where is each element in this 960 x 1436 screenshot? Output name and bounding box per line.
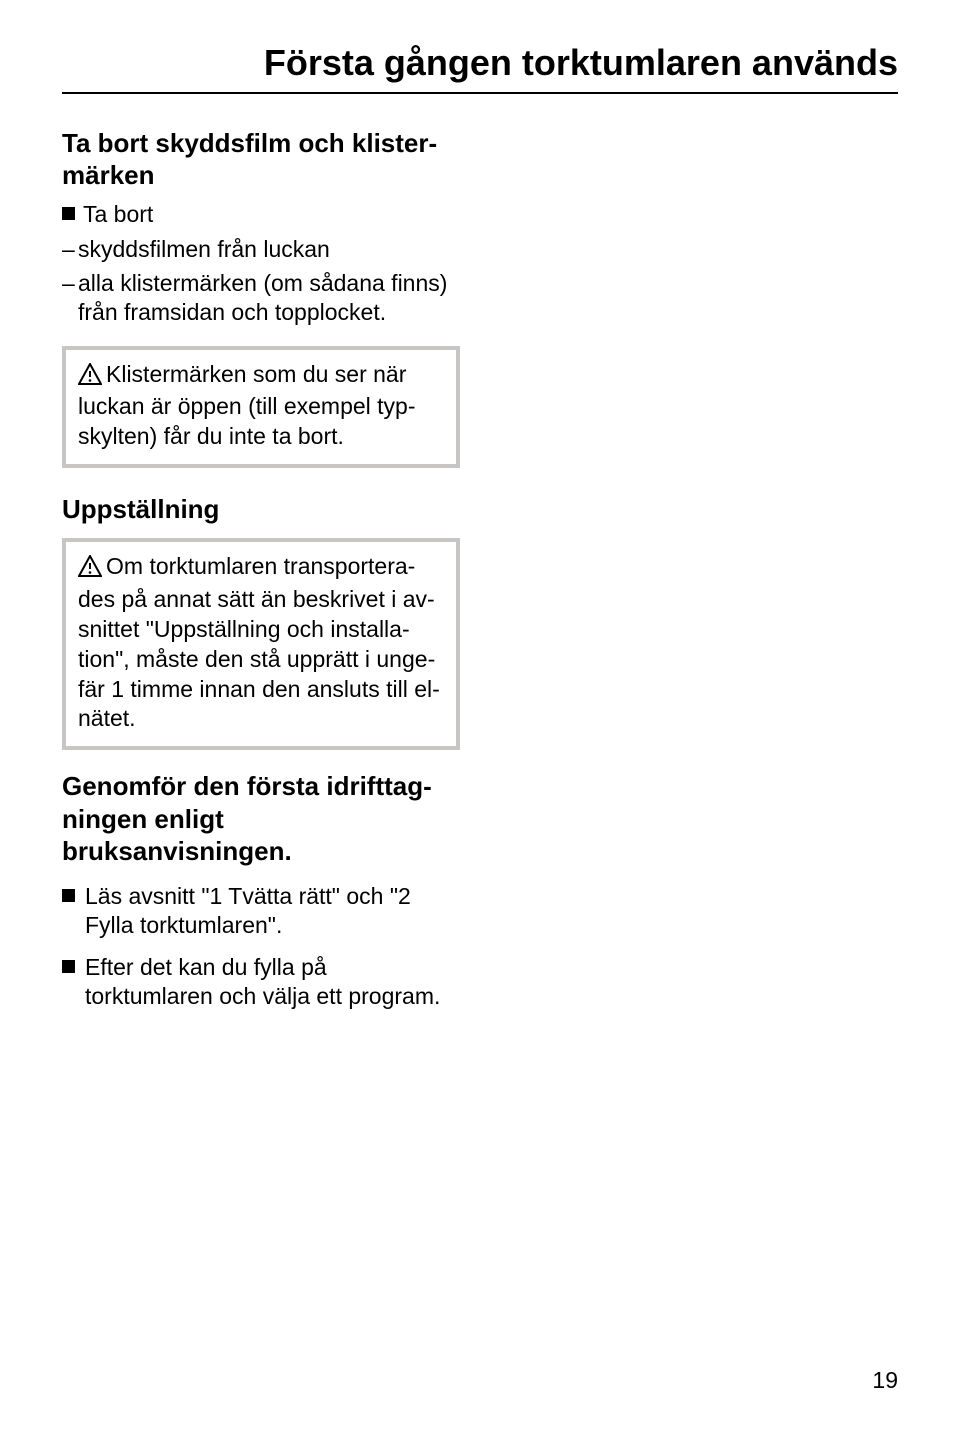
callout-2-text: Om torktumlaren transportera­des på anna… [78,552,444,734]
section1-heading: Ta bort skyddsfilm och klister­märken [62,128,460,191]
square-bullet-icon [62,960,75,973]
title-block: Första gången torktumlaren används [62,42,898,94]
final-bullet-1: Läs avsnitt "1 Tvätta rätt" och "2 Fylla… [85,882,460,941]
page-number: 19 [872,1367,898,1394]
list-item: Läs avsnitt "1 Tvätta rätt" och "2 Fylla… [62,882,460,941]
dash-item: – skyddsfilmen från luckan [62,235,460,264]
page: Första gången torktumlaren används Ta bo… [0,0,960,1436]
dash-text: alla klistermärken (om sådana finns) frå… [78,269,460,328]
callout-2-body: Om torktumlaren transportera­des på anna… [78,553,440,731]
section2-heading: Uppställning [62,494,460,526]
title-rule [62,92,898,94]
spacer [62,468,460,494]
final-bullet-2: Efter det kan du fylla på torktumlaren o… [85,953,460,1012]
list-item: Efter det kan du fylla på torktumlaren o… [62,953,460,1012]
square-bullet-icon [62,889,75,902]
dash-list: – skyddsfilmen från luckan – alla kliste… [62,235,460,327]
warning-triangle-icon [78,363,102,393]
dash-icon: – [62,235,78,264]
callout-box-2: Om torktumlaren transportera­des på anna… [62,538,460,750]
callout-1-text: Klistermärken som du ser när luckan är ö… [78,360,444,453]
square-bullet-icon [62,207,75,220]
final-bullet-list: Läs avsnitt "1 Tvätta rätt" och "2 Fylla… [62,882,460,1012]
emphasis-paragraph: Genomför den första idrifttag­ningen enl… [62,770,460,868]
left-column: Ta bort skyddsfilm och klister­märken Ta… [62,128,460,1011]
dash-text: skyddsfilmen från luckan [78,235,330,264]
callout-box-1: Klistermärken som du ser när luckan är ö… [62,346,460,469]
warning-triangle-icon [78,555,102,585]
lead-bullet-text: Ta bort [83,200,153,229]
callout-1-body: Klistermärken som du ser när luckan är ö… [78,361,416,450]
dash-item: – alla klistermärken (om sådana finns) f… [62,269,460,328]
page-title: Första gången torktumlaren används [62,42,898,83]
dash-icon: – [62,269,78,328]
lead-bullet-row: Ta bort [62,200,460,229]
